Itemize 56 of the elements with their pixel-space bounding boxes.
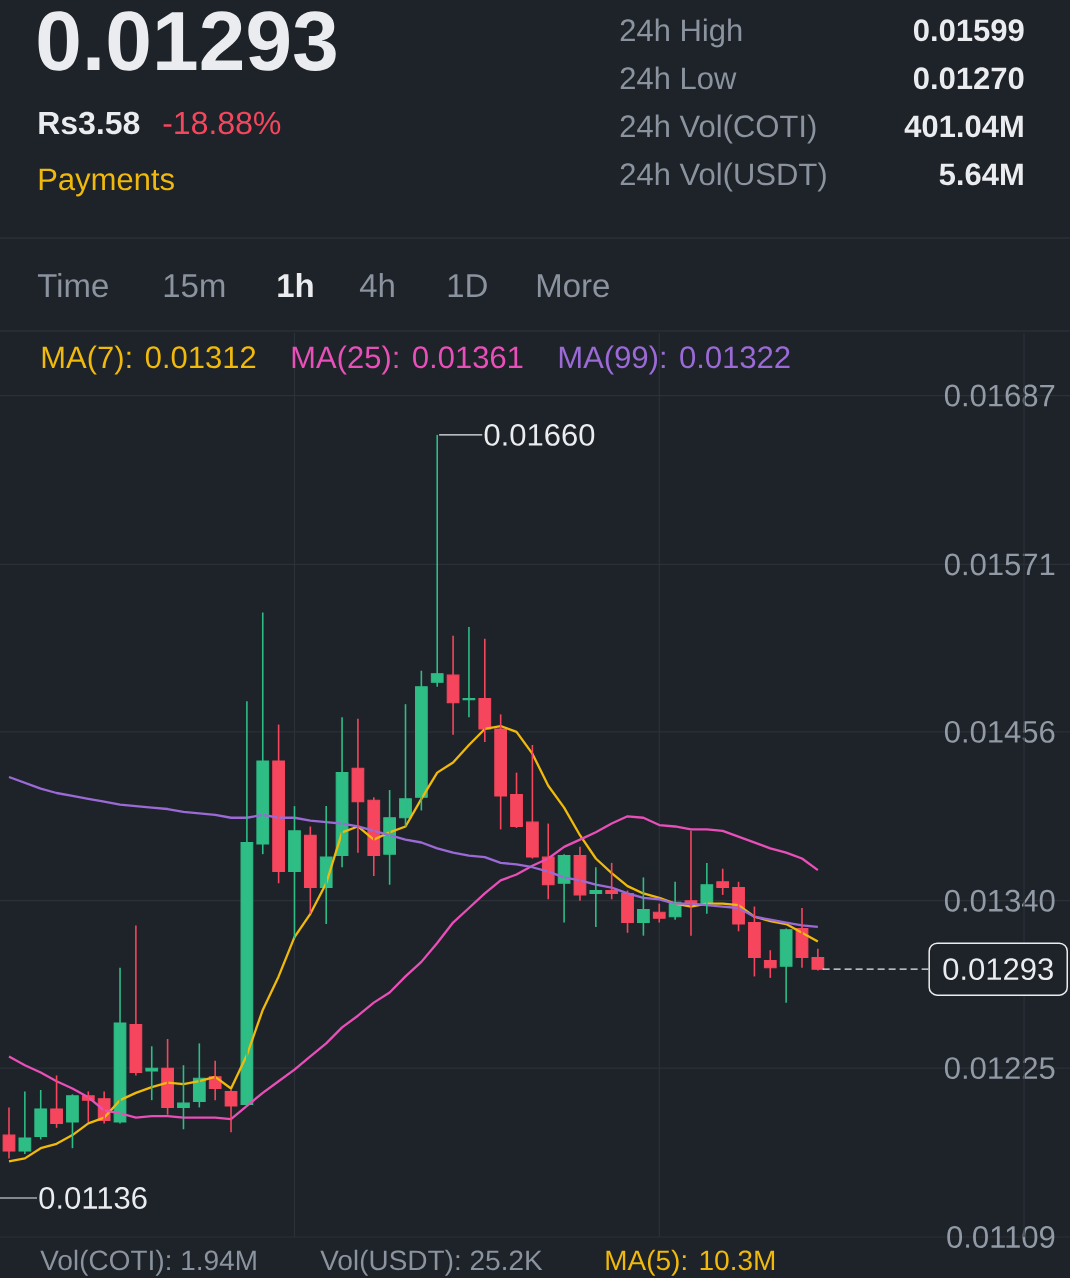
text: 0.01599: [913, 19, 1024, 42]
y-tick-label: 0.01225: [944, 1057, 1055, 1080]
annotation: 0.01136: [39, 1187, 147, 1209]
text: MA(99): 0.01322: [559, 345, 790, 375]
candlestick: [272, 723, 285, 885]
text: Vol(USDT): 25.2K: [320, 1249, 543, 1276]
text: 1h: [278, 273, 313, 297]
text: MA(5): 10.3M: [606, 1249, 775, 1276]
candlestick: [399, 703, 412, 828]
candlestick: [494, 713, 508, 831]
ref-line-label: 0.01293: [943, 958, 1053, 981]
y-tick-label: 0.01687: [944, 384, 1055, 407]
text: 401.04M: [904, 115, 1023, 138]
text: 24h Vol(COTI): [620, 114, 816, 144]
text: 24h Low: [620, 66, 737, 90]
candlestick: [510, 771, 523, 829]
text: MA(7): 0.01312: [42, 345, 256, 375]
text: 1D: [448, 274, 487, 297]
candlestick: [414, 669, 428, 812]
text: Payments: [39, 168, 174, 197]
candlestick: [589, 866, 603, 928]
text: 24h High: [620, 18, 742, 48]
candlestick: [637, 876, 650, 937]
y-tick-label: 0.01109: [947, 1226, 1055, 1248]
candlestick: [177, 1064, 190, 1131]
candlestick: [2, 1106, 16, 1160]
text: 4h: [359, 273, 394, 297]
text: 0.01270: [913, 67, 1024, 90]
line-series: [7, 724, 820, 1163]
text: 15m: [164, 274, 225, 298]
candlestick: [621, 889, 634, 934]
candlestick: [50, 1074, 63, 1129]
text: Rs3.58: [39, 111, 140, 135]
y-tick-label: 0.01456: [944, 720, 1055, 743]
candlestick: [652, 902, 666, 924]
annotation: 0.01660: [484, 423, 595, 446]
text: MA(25): 0.01361: [292, 345, 523, 375]
candlestick: [18, 1090, 32, 1155]
text: More: [537, 274, 609, 298]
candlestick: [605, 862, 619, 901]
candlestick: [145, 1045, 159, 1101]
candlestick: [161, 1038, 174, 1116]
candlestick: [716, 867, 730, 896]
candlestick: [66, 1093, 79, 1149]
y-tick-label: 0.01340: [944, 889, 1055, 912]
text: Vol(COTI): 1.94M: [40, 1249, 256, 1276]
candlestick: [748, 905, 761, 978]
text: Time: [37, 273, 108, 298]
text: 5.64M: [939, 163, 1023, 186]
candlestick: [526, 744, 539, 860]
candlestick: [303, 825, 317, 915]
y-tick-label: 0.01571: [944, 553, 1055, 576]
text: -18.88%: [163, 111, 281, 135]
candlestick: [288, 805, 301, 940]
text: 24h Vol(USDT): [620, 162, 826, 192]
chart-title: 0.01293: [38, 11, 336, 71]
